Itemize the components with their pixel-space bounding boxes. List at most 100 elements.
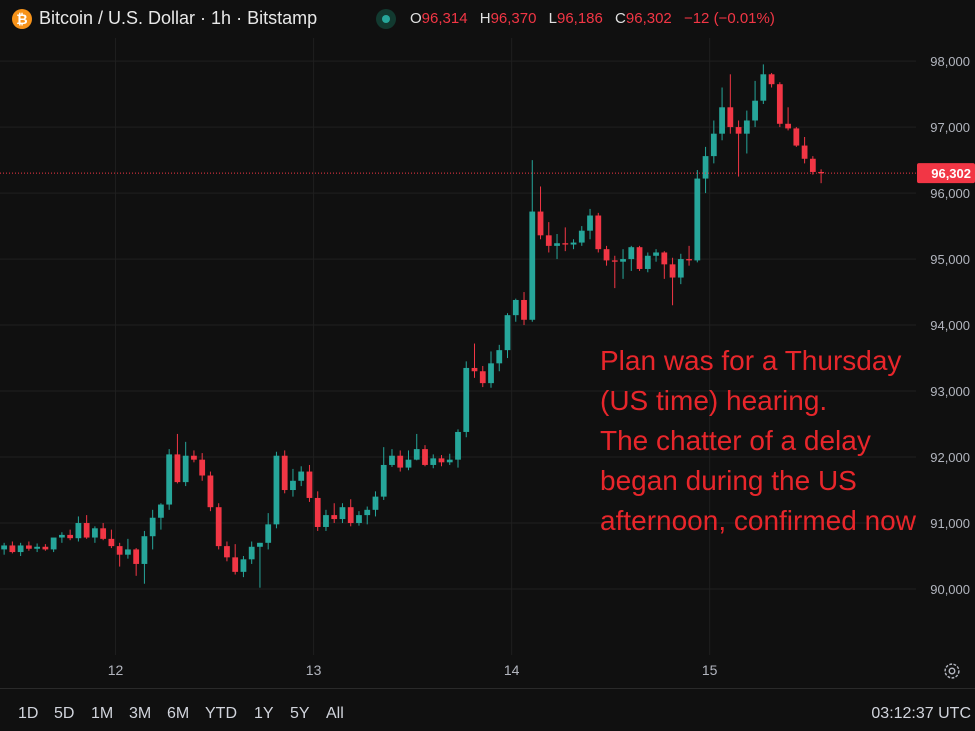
candle-body — [182, 455, 189, 483]
range-1y-button[interactable]: 1Y — [254, 705, 274, 722]
candle — [760, 64, 767, 104]
candle — [785, 107, 791, 131]
current-price-tag — [917, 163, 975, 184]
candle-body — [75, 523, 82, 539]
candle — [405, 450, 412, 471]
candle-body — [149, 517, 156, 537]
candle-body — [331, 515, 338, 520]
candle — [339, 503, 346, 524]
candle — [504, 313, 511, 359]
candle-body — [529, 211, 536, 320]
candle-body — [191, 455, 197, 460]
candle-body — [570, 242, 577, 245]
price-axis[interactable]: 90,000 91,000 92,000 93,000 94,000 95,000 96,0… — [917, 54, 975, 597]
range-ytd-button[interactable]: YTD — [205, 705, 237, 722]
candle-body — [422, 449, 428, 465]
candle — [653, 249, 659, 262]
candle — [380, 447, 387, 500]
candle-body — [174, 454, 181, 483]
candle — [413, 433, 420, 461]
candle-body — [34, 546, 41, 549]
candle — [364, 506, 371, 525]
candle — [25, 541, 32, 551]
candle-body — [298, 471, 305, 481]
range-5d-button[interactable]: 5D — [54, 705, 75, 722]
candle — [727, 74, 734, 134]
open-label: O — [410, 10, 422, 27]
candle-body — [166, 454, 173, 505]
candle-body — [207, 475, 214, 508]
gear-icon[interactable] — [941, 660, 963, 682]
candle-body — [644, 255, 651, 269]
candle — [141, 530, 148, 584]
candle-body — [306, 471, 313, 498]
candle-body — [537, 211, 544, 236]
candle-body — [809, 158, 816, 172]
range-1m-button[interactable]: 1M — [91, 705, 114, 722]
candle — [818, 169, 824, 184]
candle-body — [669, 264, 676, 278]
candle — [273, 451, 280, 529]
candle-body — [17, 545, 24, 553]
candle — [446, 453, 453, 465]
candle — [158, 503, 164, 530]
candle-body — [512, 299, 519, 316]
candle-body — [504, 315, 511, 351]
candle — [290, 468, 296, 497]
annotation-line: (US time) hearing. — [600, 385, 827, 416]
close-value: 96,302 — [625, 10, 672, 27]
candles — [1, 64, 824, 588]
candle — [809, 156, 816, 175]
candle — [694, 169, 701, 263]
candle-body — [488, 363, 494, 384]
candle-body — [405, 459, 412, 468]
x-tick-label: 12 — [108, 662, 124, 678]
candle-body — [554, 243, 560, 246]
candle-body — [463, 367, 470, 432]
candle-body — [471, 367, 478, 372]
candle — [479, 365, 486, 388]
range-6m-button[interactable]: 6M — [167, 705, 190, 722]
candle-body — [133, 549, 140, 564]
time-axis[interactable]: 12 13 14 15 — [108, 662, 718, 678]
y-tick-label: 97,000 — [930, 120, 970, 135]
candle-body — [521, 299, 527, 320]
candle — [1, 542, 8, 555]
candle — [587, 208, 593, 240]
candle-body — [545, 235, 552, 246]
candle-body — [413, 449, 420, 460]
low-value: 96,186 — [556, 10, 603, 27]
y-tick-label: 90,000 — [930, 582, 970, 597]
candle-body — [281, 455, 288, 491]
candle-body — [620, 259, 626, 262]
range-3m-button[interactable]: 3M — [129, 705, 152, 722]
candle-body — [240, 559, 247, 572]
candle — [545, 222, 552, 253]
candle — [83, 515, 90, 539]
candle-body — [818, 171, 824, 174]
candle-body — [628, 247, 635, 260]
candle-body — [50, 537, 57, 550]
candle — [281, 450, 288, 494]
candle-body — [785, 123, 791, 129]
candle-body — [42, 546, 49, 550]
candle — [677, 253, 684, 285]
price-chart[interactable]: 90,000 91,000 92,000 93,000 94,000 95,000 96,0… — [0, 0, 975, 688]
range-all-button[interactable]: All — [326, 705, 344, 722]
range-5y-button[interactable]: 5Y — [290, 705, 310, 722]
candle-body — [677, 259, 684, 278]
candle — [182, 441, 189, 487]
live-status-dot-icon — [376, 9, 396, 29]
range-1d-button[interactable]: 1D — [18, 705, 39, 722]
candle-body — [380, 464, 387, 497]
candle-body — [265, 524, 272, 543]
candle-body — [710, 133, 717, 157]
utc-clock: 03:12:37 UTC — [871, 705, 971, 722]
candle — [372, 491, 379, 517]
annotation-line: began during the US — [600, 465, 857, 496]
candle — [67, 529, 74, 541]
y-tick-label: 96,000 — [930, 186, 970, 201]
candle-body — [603, 249, 610, 261]
symbol-title[interactable]: Bitcoin / U.S. Dollar · 1h · Bitstamp — [39, 8, 318, 28]
y-tick-label: 93,000 — [930, 384, 970, 399]
